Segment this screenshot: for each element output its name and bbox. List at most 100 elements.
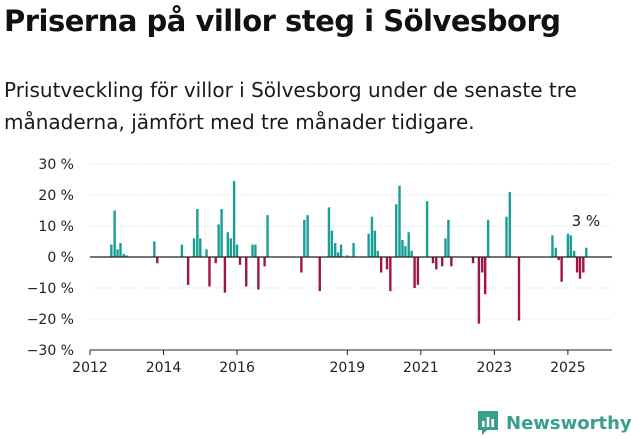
bar: [471, 257, 475, 264]
bar: [339, 244, 343, 257]
bar: [398, 185, 401, 257]
bar: [560, 257, 563, 282]
bar: [551, 235, 554, 257]
bar: [508, 191, 512, 257]
bar: [153, 241, 156, 257]
newsworthy-logo-icon: [478, 411, 498, 435]
x-tick-label: 2023: [477, 360, 513, 376]
y-tick-label: 20 %: [38, 188, 74, 204]
bar: [257, 257, 260, 290]
annotation-label: 3 %: [572, 212, 601, 230]
bar: [557, 257, 560, 261]
bar: [208, 257, 211, 287]
bar: [156, 257, 159, 264]
x-tick-label: 2019: [330, 360, 366, 376]
bar: [569, 235, 573, 257]
y-tick-label: −10 %: [27, 281, 74, 297]
bar: [477, 257, 481, 324]
bar: [300, 257, 303, 273]
bar: [336, 252, 340, 257]
bar: [220, 208, 223, 257]
chart-subtitle: Prisutveckling för villor i Sölvesborg u…: [4, 78, 577, 134]
bar: [214, 257, 217, 264]
y-tick-label: 0 %: [47, 250, 74, 266]
bar: [217, 224, 220, 257]
bar: [425, 201, 429, 257]
bar: [578, 257, 582, 279]
bar: [404, 246, 407, 257]
bar: [125, 255, 128, 257]
y-tick-label: 10 %: [38, 219, 74, 235]
bar: [486, 219, 490, 257]
bar: [401, 239, 404, 257]
bar: [447, 219, 450, 257]
bar: [554, 247, 557, 257]
bar: [122, 253, 126, 257]
bar: [370, 216, 374, 257]
bar: [413, 257, 416, 288]
bar: [517, 257, 521, 321]
bar: [205, 249, 208, 257]
bar: [585, 247, 588, 257]
bar: [199, 238, 202, 257]
bar: [407, 232, 410, 257]
bar: [416, 257, 420, 285]
bar: [254, 244, 257, 257]
bar: [444, 238, 447, 257]
bar: [582, 257, 585, 273]
bar: [373, 230, 377, 257]
y-tick-label: 30 %: [38, 157, 74, 173]
chart-title: Priserna på villor steg i Sölvesborg: [4, 4, 561, 38]
bar: [113, 210, 116, 257]
bar: [263, 257, 266, 267]
x-tick-label: 2014: [146, 360, 182, 376]
bar: [483, 257, 487, 295]
bar: [333, 243, 337, 257]
bar: [376, 250, 380, 257]
x-tick-label: 2021: [403, 360, 439, 376]
bar: [352, 243, 355, 257]
bar: [238, 257, 242, 265]
brand-name: Newsworthy: [506, 412, 631, 434]
bar: [186, 257, 190, 285]
bar: [505, 216, 508, 257]
bar: [330, 230, 334, 257]
bar: [116, 249, 119, 257]
y-tick-label: −30 %: [27, 343, 74, 359]
bar: [395, 204, 398, 257]
bar: [410, 250, 413, 257]
bar: [572, 250, 576, 257]
x-tick-label: 2016: [219, 360, 255, 376]
bar: [192, 238, 196, 257]
bar: [306, 215, 309, 257]
bar: [235, 244, 239, 257]
bar: [119, 243, 122, 257]
bar: [575, 257, 579, 273]
bar: [226, 232, 230, 257]
bar: [379, 257, 383, 273]
x-tick-label: 2012: [72, 360, 108, 376]
bar: [180, 244, 184, 257]
bar: [389, 257, 392, 292]
bar: [303, 219, 306, 257]
bar: [435, 257, 438, 270]
bar: [450, 257, 453, 267]
bar: [367, 233, 370, 257]
bar: [431, 257, 435, 264]
x-tick-label: 2025: [550, 360, 586, 376]
y-tick-label: −20 %: [27, 312, 74, 328]
bar: [251, 244, 254, 257]
bar: [566, 233, 570, 257]
bar: [196, 208, 199, 257]
bar: [266, 215, 269, 257]
bar: [385, 257, 389, 270]
bar: [245, 257, 248, 287]
bar: [229, 238, 232, 257]
bar: [440, 257, 444, 267]
bar: [327, 207, 331, 257]
bar: [318, 257, 321, 292]
bar: [481, 257, 484, 273]
bar: [346, 255, 349, 257]
bar: [223, 257, 227, 293]
bar-chart: 30 % 20 % 10 % 0 % −10 % −20 % −30 %2012 2014 20…: [27, 157, 612, 376]
